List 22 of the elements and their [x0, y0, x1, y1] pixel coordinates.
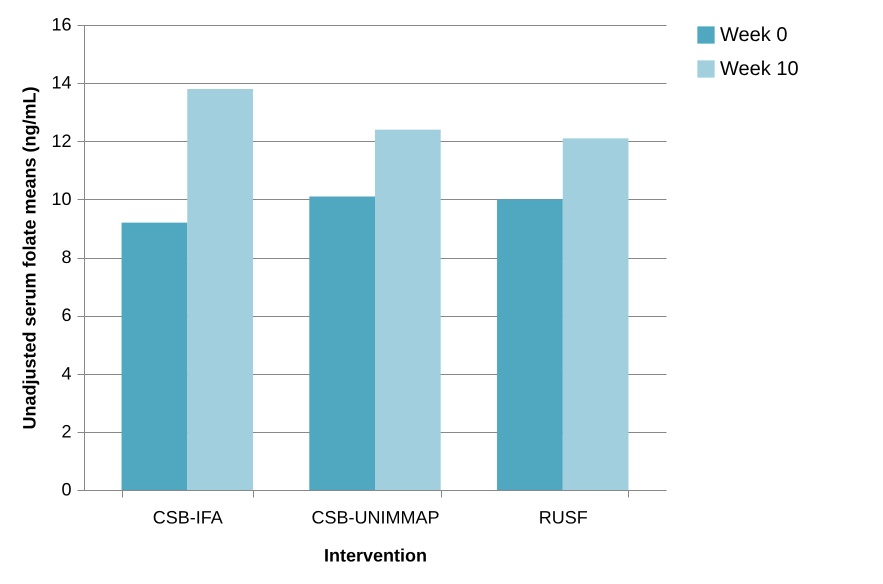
bar	[562, 138, 628, 490]
x-tick-label: CSB-IFA	[152, 508, 223, 528]
y-tick-label: 8	[61, 247, 72, 267]
x-tick-label: CSB-UNIMMAP	[311, 508, 440, 528]
y-tick-label: 12	[51, 130, 72, 151]
bar	[375, 130, 441, 490]
y-tick-label: 0	[61, 480, 72, 500]
bar	[497, 199, 563, 490]
x-axis-title: Intervention	[324, 546, 428, 566]
x-tick-label: RUSF	[538, 508, 588, 528]
y-tick-label: 14	[51, 72, 72, 93]
bar	[122, 222, 188, 490]
y-tick-label: 16	[51, 14, 72, 34]
bar	[187, 88, 253, 490]
y-tick-label: 2	[61, 421, 72, 442]
legend-label: Week 10	[720, 58, 799, 80]
legend-label: Week 0	[720, 24, 788, 46]
y-tick-label: 4	[61, 363, 72, 384]
y-axis-title: Unadjusted serum folate means (ng/mL)	[19, 86, 40, 430]
bar	[309, 196, 375, 490]
y-tick-label: 10	[51, 188, 72, 209]
y-tick-label: 6	[61, 305, 72, 326]
